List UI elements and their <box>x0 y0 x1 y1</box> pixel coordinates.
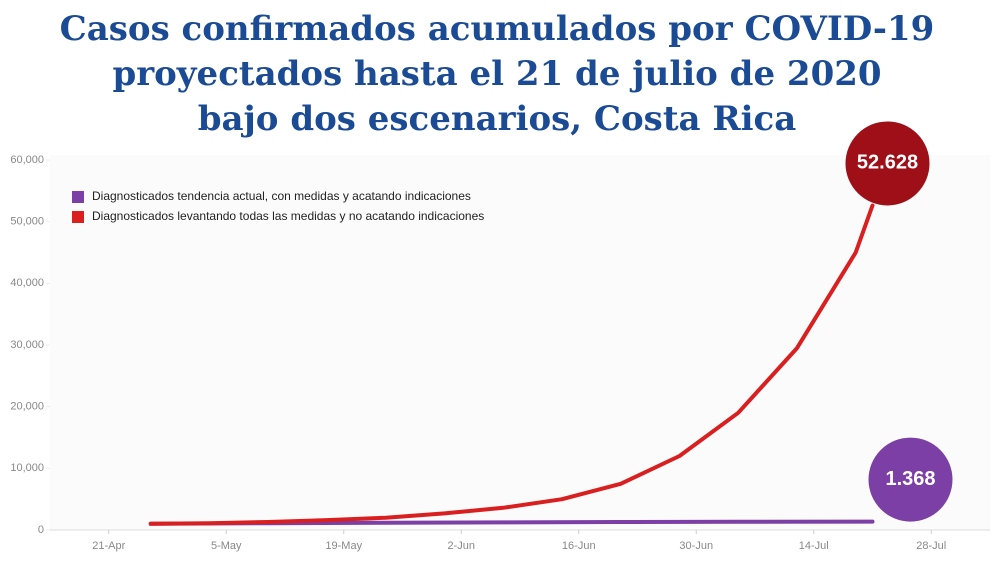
chart-title: Casos confirmados acumulados por COVID-1… <box>60 9 935 49</box>
x-tick-label: 5-May <box>211 540 242 552</box>
y-tick-label: 40,000 <box>10 277 44 289</box>
legend-swatch <box>72 191 84 203</box>
x-tick-label: 19-May <box>325 540 362 552</box>
chart-title: proyectados hasta el 21 de julio de 2020 <box>112 54 881 94</box>
value-label: 1.368 <box>885 468 935 490</box>
x-tick-label: 28-Jul <box>916 540 946 552</box>
y-tick-label: 50,000 <box>10 216 44 228</box>
legend-label: Diagnosticados levantando todas las medi… <box>92 209 484 223</box>
x-tick-label: 2-Jun <box>447 540 475 552</box>
value-bubble <box>868 437 953 522</box>
plot-area <box>50 155 990 530</box>
x-tick-label: 16-Jun <box>562 540 596 552</box>
legend-swatch <box>72 211 84 223</box>
legend-label: Diagnosticados tendencia actual, con med… <box>92 189 471 203</box>
x-tick-label: 21-Apr <box>92 540 125 552</box>
y-tick-label: 20,000 <box>10 401 44 413</box>
y-tick-label: 0 <box>38 524 44 536</box>
value-bubble <box>845 121 930 206</box>
x-tick-label: 30-Jun <box>679 540 713 552</box>
x-tick-label: 14-Jul <box>799 540 829 552</box>
value-label: 52.628 <box>857 152 918 174</box>
y-tick-label: 60,000 <box>10 154 44 166</box>
chart-title: bajo dos escenarios, Costa Rica <box>198 99 797 139</box>
line <box>148 203 875 526</box>
y-tick-label: 10,000 <box>10 462 44 474</box>
y-tick-label: 30,000 <box>10 339 44 351</box>
